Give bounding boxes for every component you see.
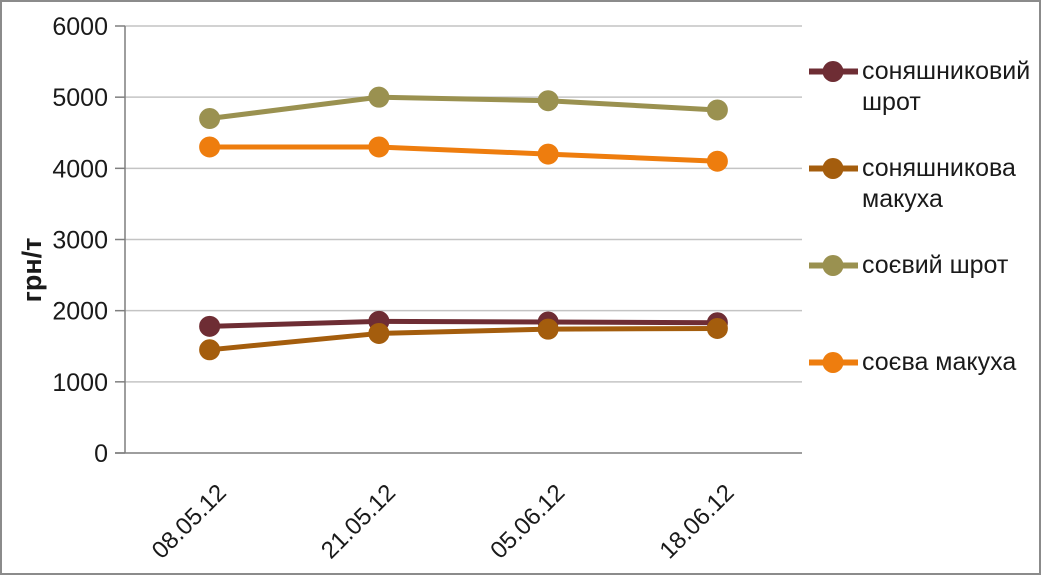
data-point-marker [199,108,221,130]
legend: соняшниковий шрот соняшникова макуха соєви… [808,56,1038,444]
series-line-3 [207,144,720,164]
data-point-marker [706,150,728,172]
x-axis-label: 18.06.12 [654,479,739,564]
legend-marker-icon [809,61,858,82]
legend-marker-icon [809,352,858,373]
data-point-marker [537,143,559,165]
legend-label: соєвий шрот [862,251,1009,279]
series-line-0 [207,318,720,329]
data-point-marker [368,136,390,158]
y-axis-tick-label: 0 [94,440,108,468]
y-axis-tick-label: 2000 [52,298,108,326]
y-axis-tick-label: 1000 [52,369,108,397]
data-point-marker [368,86,390,108]
y-axis-tick-label: 4000 [52,155,108,183]
legend-item-2: соєвий шрот [808,250,1038,347]
legend-item-1: соняшникова макуха [808,153,1038,250]
data-point-marker [199,339,221,361]
data-point-marker [368,322,390,344]
y-axis-tick-label: 5000 [52,84,108,112]
data-point-marker [199,136,221,158]
legend-label: соєва макуха [862,348,1017,376]
series-line-2 [207,94,720,122]
data-point-marker [537,90,559,112]
x-axis-label: 05.06.12 [485,479,570,564]
data-point-marker [706,99,728,121]
legend-marker-icon [809,158,858,179]
x-axis-label: 08.05.12 [147,479,232,564]
legend-label: соняшникова макуха [862,154,1016,213]
data-point-marker [537,318,559,340]
y-axis-title: грн/т [17,237,47,303]
legend-item-0: соняшниковий шрот [808,56,1038,153]
y-axis-tick-label: 6000 [52,13,108,41]
legend-item-3: соєва макуха [808,347,1038,444]
y-axis-tick-label: 3000 [52,227,108,255]
data-point-marker [706,317,728,339]
legend-label: соняшниковий шрот [862,57,1031,116]
data-point-marker [199,315,221,337]
series-line-1 [207,325,720,353]
x-axis-label: 21.05.12 [316,479,401,564]
legend-marker-icon [809,255,858,276]
